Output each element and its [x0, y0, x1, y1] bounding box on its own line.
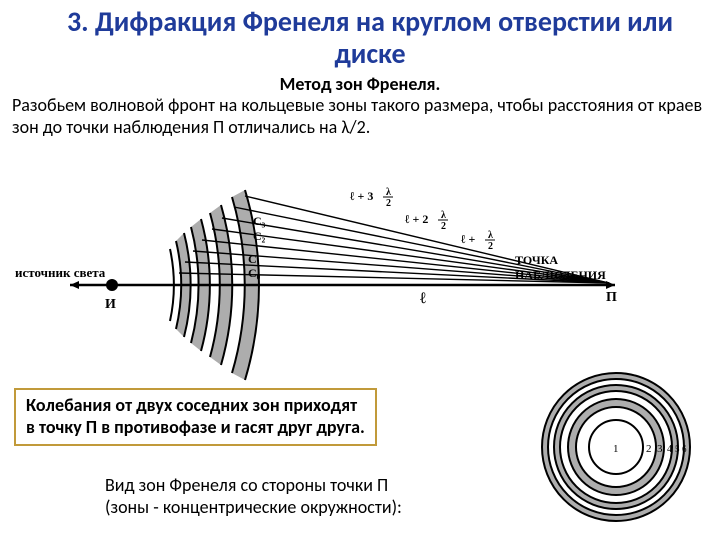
svg-text:2: 2	[646, 443, 652, 455]
intro-paragraph: Разобьем волновой фронт на кольцевые зон…	[0, 95, 720, 139]
caption-line-1: Вид зон Френеля со стороны точки П	[105, 475, 402, 497]
slide-subtitle: Метод зон Френеля.	[0, 73, 720, 95]
svg-text:ℓ + 2: ℓ + 2	[404, 212, 428, 226]
svg-text:С₀: С₀	[248, 266, 261, 280]
callout-box: Колебания от двух соседних зон приходят …	[14, 388, 377, 446]
zones-front-view: 1 2 3 4 5 6	[539, 370, 694, 525]
svg-text:4: 4	[667, 444, 672, 455]
svg-text:λ: λ	[441, 210, 446, 221]
svg-text:С₂: С₂	[253, 229, 266, 243]
svg-text:2: 2	[488, 241, 493, 252]
svg-text:6: 6	[682, 444, 687, 454]
svg-text:3: 3	[657, 443, 663, 455]
svg-text:С₁: С₁	[248, 252, 261, 266]
svg-text:λ: λ	[386, 187, 391, 198]
svg-text:2: 2	[441, 221, 446, 232]
svg-text:2: 2	[386, 198, 391, 209]
observation-letter: П	[606, 290, 617, 306]
source-label: источник света	[15, 265, 105, 281]
svg-text:1: 1	[613, 443, 619, 455]
zones-caption: Вид зон Френеля со стороны точки П (зоны…	[105, 475, 402, 519]
svg-text:ℓ +: ℓ +	[460, 232, 476, 246]
svg-text:ℓ + 3: ℓ + 3	[349, 189, 373, 203]
source-letter: И	[105, 297, 116, 313]
svg-text:ℓ: ℓ	[420, 290, 427, 307]
observation-label: ТОЧКА НАБЛЮДЕНИЯ	[515, 253, 650, 283]
svg-text:5: 5	[675, 444, 680, 454]
callout-line-1: Колебания от двух соседних зон приходят	[26, 395, 365, 417]
callout-line-2: в точку П в противофазе и гасят друг дру…	[26, 417, 365, 439]
svg-text:С₃: С₃	[253, 214, 266, 228]
fresnel-diagram: С₀ С₁ С₂ С₃ ℓ + 3λ2 ℓ + 2λ2 ℓ +λ2 ℓ исто…	[70, 185, 650, 385]
caption-line-2: (зоны - концентрические окружности):	[105, 497, 402, 519]
svg-text:λ: λ	[488, 230, 493, 241]
slide-title: 3. Дифракция Френеля на круглом отверсти…	[0, 0, 720, 70]
